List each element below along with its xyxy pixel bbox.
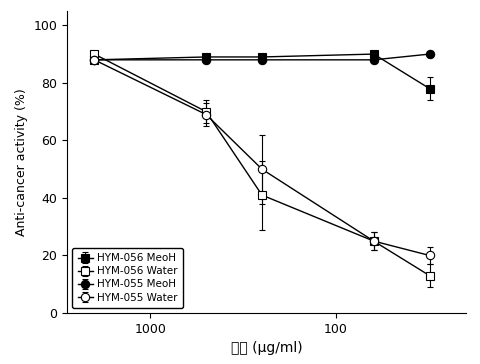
Y-axis label: Anti-cancer activity (%): Anti-cancer activity (%) [15, 88, 28, 236]
X-axis label: 농도 (μg/ml): 농도 (μg/ml) [230, 341, 302, 355]
Legend: HYM-056 MeoH, HYM-056 Water, HYM-055 MeoH, HYM-055 Water: HYM-056 MeoH, HYM-056 Water, HYM-055 Meo… [72, 248, 183, 308]
